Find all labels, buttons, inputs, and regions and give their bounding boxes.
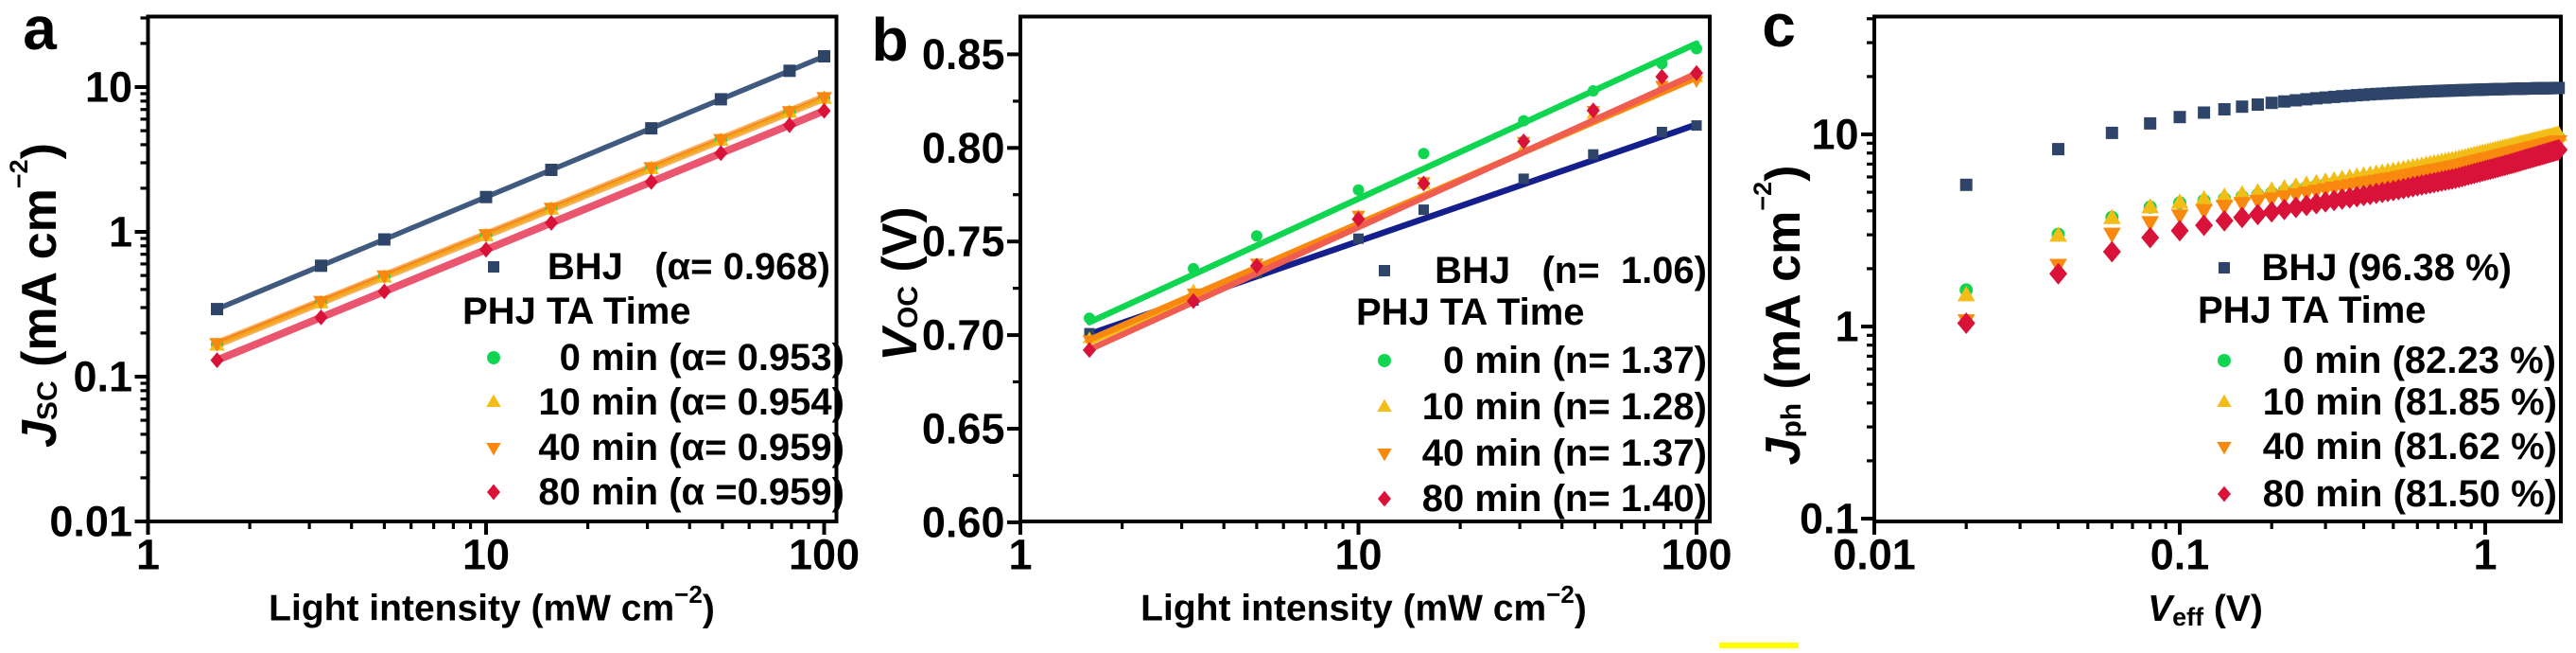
svg-text:80 min (81.50 %): 80 min (81.50 %) xyxy=(2263,473,2557,515)
svg-text:a: a xyxy=(23,0,57,62)
svg-text:Light intensity (mW cm−2): Light intensity (mW cm−2) xyxy=(269,580,715,629)
svg-text:0.1: 0.1 xyxy=(73,353,132,401)
svg-text:c: c xyxy=(1762,0,1796,60)
svg-text:1: 1 xyxy=(109,208,132,256)
svg-text:0.80: 0.80 xyxy=(922,124,1005,172)
svg-text:0.1: 0.1 xyxy=(2150,531,2210,579)
svg-text:VOC (V): VOC (V) xyxy=(873,206,928,361)
svg-text:0.65: 0.65 xyxy=(922,405,1005,453)
svg-text:10 min (81.85 %): 10 min (81.85 %) xyxy=(2263,381,2557,423)
svg-text:0 min (n= 1.37): 0 min (n= 1.37) xyxy=(1443,340,1707,381)
svg-text:JSC (mA cm−2): JSC (mA cm−2) xyxy=(5,143,67,448)
svg-text:10: 10 xyxy=(85,63,132,112)
svg-text:0.01: 0.01 xyxy=(49,498,132,546)
svg-text:Veff (V): Veff (V) xyxy=(2148,589,2263,632)
svg-text:80 min (n= 1.40): 80 min (n= 1.40) xyxy=(1422,478,1707,520)
svg-text:0.01: 0.01 xyxy=(1833,531,1916,579)
svg-text:40 min (81.62 %): 40 min (81.62 %) xyxy=(2263,426,2557,468)
svg-text:Jph (mA cm−2): Jph (mA cm−2) xyxy=(1749,166,1811,466)
svg-text:100: 100 xyxy=(789,531,860,579)
svg-text:BHJ (96.38 %): BHJ (96.38 %) xyxy=(2261,247,2512,289)
svg-text:100: 100 xyxy=(1661,531,1732,579)
svg-text:1: 1 xyxy=(2473,531,2497,579)
svg-text:10: 10 xyxy=(462,531,510,579)
svg-text:BHJ (α= 0.968): BHJ (α= 0.968) xyxy=(548,246,830,288)
svg-text:PHJ TA Time: PHJ TA Time xyxy=(1356,291,1585,333)
svg-text:10 min (n= 1.28): 10 min (n= 1.28) xyxy=(1422,386,1707,428)
svg-text:0 min (α= 0.953): 0 min (α= 0.953) xyxy=(560,337,844,379)
svg-text:1: 1 xyxy=(136,531,160,579)
svg-text:0.75: 0.75 xyxy=(922,218,1005,266)
svg-text:b: b xyxy=(871,6,908,74)
svg-text:Light intensity (mW cm−2): Light intensity (mW cm−2) xyxy=(1140,580,1587,629)
svg-text:1: 1 xyxy=(1008,531,1032,579)
svg-text:0.70: 0.70 xyxy=(922,311,1005,360)
svg-text:0.85: 0.85 xyxy=(922,30,1005,79)
svg-text:PHJ TA Time: PHJ TA Time xyxy=(2198,290,2427,331)
svg-text:0.1: 0.1 xyxy=(1800,495,1859,543)
svg-text:10 min (α= 0.954): 10 min (α= 0.954) xyxy=(538,381,844,423)
svg-text:0 min (82.23 %): 0 min (82.23 %) xyxy=(2283,340,2556,381)
svg-text:0.60: 0.60 xyxy=(922,498,1005,546)
svg-text:40 min (n= 1.37): 40 min (n= 1.37) xyxy=(1422,432,1707,474)
svg-text:80 min (α =0.959): 80 min (α =0.959) xyxy=(538,471,844,513)
svg-text:10: 10 xyxy=(1811,111,1858,159)
svg-text:1: 1 xyxy=(1835,303,1858,351)
svg-text:40 min (α= 0.959): 40 min (α= 0.959) xyxy=(538,427,844,468)
svg-text:BHJ (n= 1.06): BHJ (n= 1.06) xyxy=(1435,250,1707,291)
svg-text:10: 10 xyxy=(1334,531,1382,579)
svg-text:PHJ TA Time: PHJ TA Time xyxy=(462,291,691,332)
